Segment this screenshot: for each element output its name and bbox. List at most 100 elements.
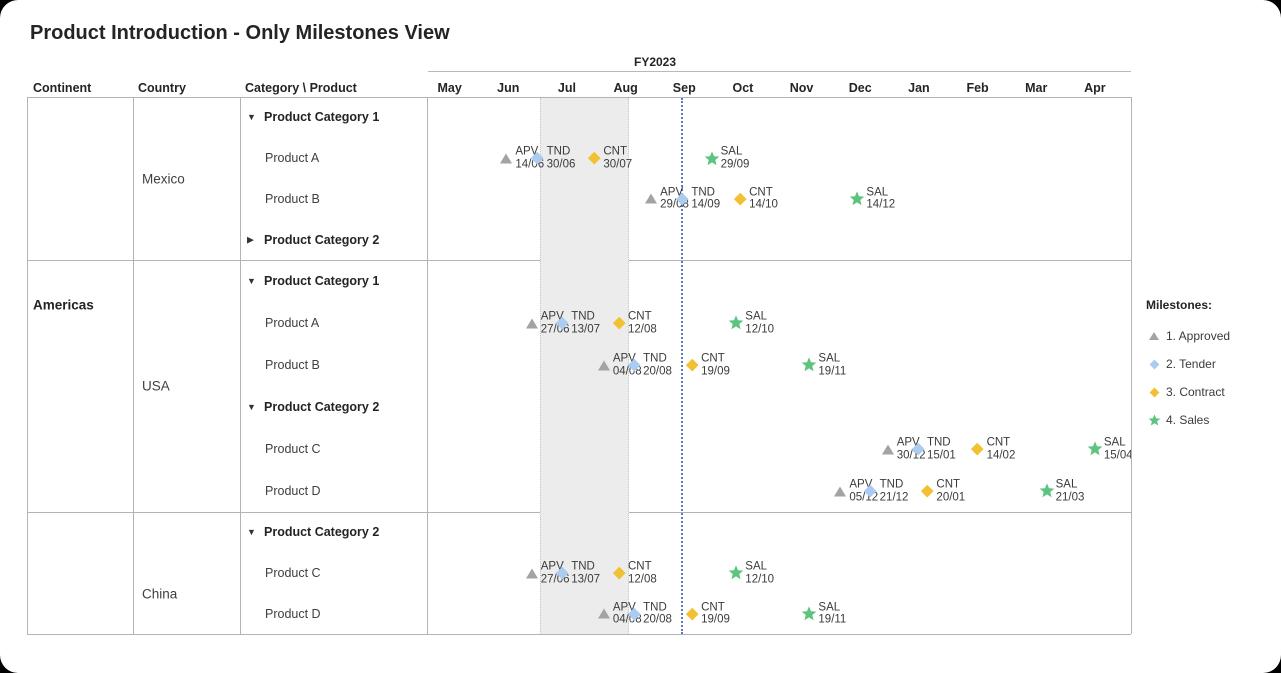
tender-diamond-icon: [626, 358, 642, 372]
milestone-label: TND 20/08: [643, 352, 672, 378]
legend-item-tender[interactable]: 2. Tender: [1146, 350, 1230, 378]
milestone-contract[interactable]: CNT 12/08: [611, 311, 657, 336]
milestone-contract[interactable]: CNT 19/09: [684, 353, 730, 378]
milestone-tender[interactable]: TND 21/12: [863, 479, 908, 504]
highlight-band: [539, 98, 629, 634]
diamond-glyph: [1149, 359, 1159, 369]
milestone-sales[interactable]: SAL 14/12: [849, 186, 895, 211]
legend-item-approved[interactable]: 1. Approved: [1146, 322, 1230, 350]
tender-diamond-icon: [626, 607, 642, 620]
sales-star-icon: [728, 565, 744, 581]
milestone-label: CNT 12/08: [627, 560, 657, 586]
milestone-label: TND 13/07: [571, 310, 600, 336]
approved-triangle-icon: [596, 608, 612, 619]
timeline-plot-area: APV 14/06 TND 30/06 CNT 30/07 SAL 29/09 APV 29/08…: [427, 98, 1131, 634]
milestone-contract[interactable]: CNT 14/10: [732, 186, 778, 211]
month-label-jan: Jan: [908, 81, 930, 95]
diamond-glyph: [556, 316, 569, 330]
milestone-label: TND 30/06: [546, 145, 576, 171]
legend-item-sales[interactable]: 4. Sales: [1146, 406, 1230, 434]
contract-diamond-icon: [684, 607, 700, 620]
collapse-chevron-icon[interactable]: ▼: [247, 112, 256, 123]
collapse-chevron-icon[interactable]: ▼: [247, 276, 256, 286]
collapse-chevron-icon[interactable]: ▼: [247, 527, 256, 538]
diamond-glyph: [734, 192, 747, 205]
milestone-contract[interactable]: CNT 30/07: [586, 146, 632, 171]
milestone-sales[interactable]: SAL 21/03: [1039, 478, 1085, 504]
milestone-tender[interactable]: TND 20/08: [626, 353, 672, 378]
legend-item-label: 1. Approved: [1166, 329, 1231, 343]
column-header-category-product: Category \ Product: [245, 81, 357, 95]
milestone-tender[interactable]: TND 30/06: [530, 145, 576, 171]
milestone-label: SAL 19/11: [818, 601, 847, 626]
milestone-sales[interactable]: SAL 12/10: [728, 561, 774, 586]
contract-diamond-icon: [684, 358, 700, 372]
country-label-mexico: Mexico: [142, 171, 185, 186]
expand-chevron-icon[interactable]: ▶: [247, 234, 254, 245]
milestone-contract[interactable]: CNT 20/01: [919, 479, 965, 504]
product-row-label: Product A: [265, 316, 320, 330]
category-row-label[interactable]: Product Category 2: [264, 525, 380, 540]
milestone-tender[interactable]: TND 13/07: [554, 561, 600, 586]
approved-triangle-icon: [498, 153, 514, 164]
legend-item-contract[interactable]: 3. Contract: [1146, 378, 1230, 406]
milestone-label: CNT 19/09: [701, 601, 730, 626]
milestone-contract[interactable]: CNT 19/09: [684, 601, 730, 626]
category-row-label[interactable]: Product Category 2: [264, 232, 380, 247]
contract-diamond-icon: [919, 484, 935, 498]
diamond-glyph: [628, 358, 641, 372]
milestone-sales[interactable]: SAL 19/11: [801, 353, 846, 378]
diamond-glyph: [676, 192, 689, 205]
milestone-label: CNT 12/08: [627, 310, 657, 336]
milestone-tender[interactable]: TND 14/09: [674, 186, 720, 211]
contract-diamond-icon: [970, 442, 986, 456]
product-row-label: Product A: [265, 151, 320, 166]
category-row-label[interactable]: Product Category 1: [264, 274, 380, 288]
fiscal-year-underline: [428, 71, 1131, 72]
month-label-dec: Dec: [848, 81, 872, 95]
milestone-tender[interactable]: TND 13/07: [554, 311, 600, 336]
milestone-sales[interactable]: SAL 19/11: [801, 601, 846, 626]
milestone-label: SAL 15/04: [1103, 436, 1131, 462]
milestone-contract[interactable]: CNT 14/02: [970, 436, 1016, 462]
collapse-chevron-icon[interactable]: ▼: [247, 402, 256, 412]
milestone-sales[interactable]: SAL 15/04: [1087, 437, 1131, 462]
table-right-border: [1131, 97, 1132, 634]
milestone-label: CNT 20/01: [936, 478, 966, 504]
milestone-sales[interactable]: SAL 29/09: [704, 146, 749, 171]
milestone-label: SAL 12/10: [745, 310, 775, 336]
continent-label-americas: Americas: [33, 297, 94, 312]
milestone-tender[interactable]: TND 20/08: [626, 601, 672, 626]
milestone-label: CNT 14/02: [986, 436, 1016, 462]
tender-diamond-icon: [554, 566, 570, 580]
tender-diamond-icon: [530, 152, 546, 165]
milestone-contract[interactable]: CNT 12/08: [611, 561, 657, 586]
month-label-apr: Apr: [1084, 81, 1106, 95]
category-row-label[interactable]: Product Category 2: [264, 400, 380, 414]
diamond-glyph: [588, 152, 601, 165]
tender-diamond-icon: [863, 484, 879, 498]
approved-triangle-icon: [596, 360, 612, 370]
product-row-label: Product D: [265, 606, 321, 621]
milestone-tender[interactable]: TND 15/01: [910, 437, 956, 462]
category-row-label[interactable]: Product Category 1: [264, 110, 380, 125]
month-label-jun: Jun: [497, 81, 520, 95]
page-title: Product Introduction - Only Milestones V…: [30, 22, 450, 44]
contract-diamond-icon: [611, 316, 627, 330]
legend-item-label: 2. Tender: [1166, 357, 1216, 371]
milestone-sales[interactable]: SAL 12/10: [728, 311, 774, 336]
milestone-label: SAL 21/03: [1055, 478, 1085, 504]
approved-triangle-icon: [832, 486, 848, 496]
diamond-glyph: [1149, 387, 1159, 397]
product-row-label: Product D: [265, 484, 321, 498]
sales-star-icon: [801, 357, 817, 373]
milestone-label: SAL 19/11: [818, 352, 847, 378]
tender-diamond-icon: [1146, 359, 1162, 369]
column-header-country: Country: [138, 81, 186, 95]
month-label-nov: Nov: [789, 81, 814, 95]
legend-title: Milestones:: [1146, 298, 1213, 312]
table-left-border: [27, 97, 28, 634]
